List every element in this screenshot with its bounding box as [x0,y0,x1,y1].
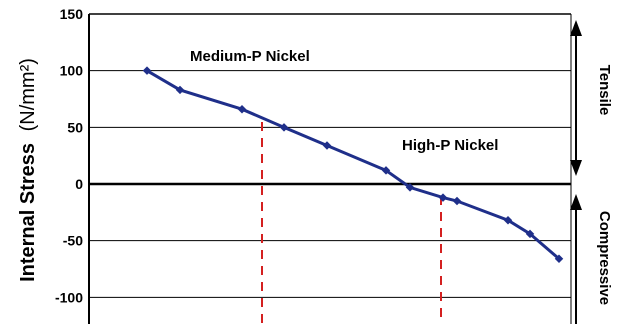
y-tick-label: -100 [55,289,83,305]
y-axis-title: Internal Stress (N/mm²) [17,58,39,282]
data-point [438,193,448,202]
y-tick-label: -50 [63,233,83,249]
y-tick-labels: 150 100 50 0 -50 -100 [55,6,83,305]
y-tick-label: 50 [67,119,83,135]
series-layer [142,66,564,264]
data-point [405,183,415,192]
svg-text:Internal Stress (N/mm²): Internal Stress (N/mm²) [17,58,39,282]
data-point [175,85,185,95]
tensile-label-group: Tensile [596,65,613,116]
data-point [503,216,513,225]
dashed-guides [261,122,442,324]
data-point [381,166,391,175]
data-point [452,196,462,206]
high-p-label-bg [398,130,523,158]
compressive-arrow [570,194,582,324]
y-axis-label: Internal Stress [17,143,39,282]
high-p-label: High-P Nickel [402,137,498,154]
compressive-label-group: Compressive [596,211,613,305]
medium-p-label: Medium-P Nickel [190,48,310,65]
compressive-label: Compressive [596,211,613,305]
data-point [322,141,332,150]
grid-lines [89,70,571,298]
series-line [146,69,560,260]
y-axis-unit: (N/mm²) [17,58,39,131]
y-tick-label: 150 [60,6,84,22]
data-point [237,104,247,114]
data-point [279,123,289,132]
medium-p-label-bg [186,41,341,69]
data-point [142,66,152,75]
tensile-label: Tensile [596,65,613,116]
y-tick-label: 0 [75,176,83,192]
y-tick-label: 100 [60,63,84,79]
tensile-arrow [570,20,582,176]
